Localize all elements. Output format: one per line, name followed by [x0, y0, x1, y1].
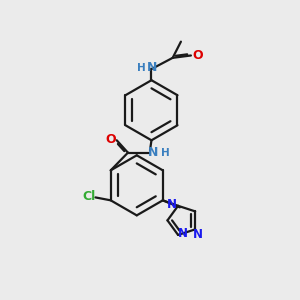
Text: N: N — [193, 228, 203, 241]
Text: H: H — [161, 148, 170, 158]
Text: N: N — [147, 61, 157, 74]
Text: O: O — [105, 133, 116, 146]
Text: O: O — [192, 49, 203, 62]
Text: N: N — [148, 146, 158, 159]
Text: H: H — [137, 63, 146, 73]
Text: N: N — [178, 227, 188, 240]
Text: N: N — [167, 198, 177, 211]
Text: Cl: Cl — [82, 190, 96, 203]
